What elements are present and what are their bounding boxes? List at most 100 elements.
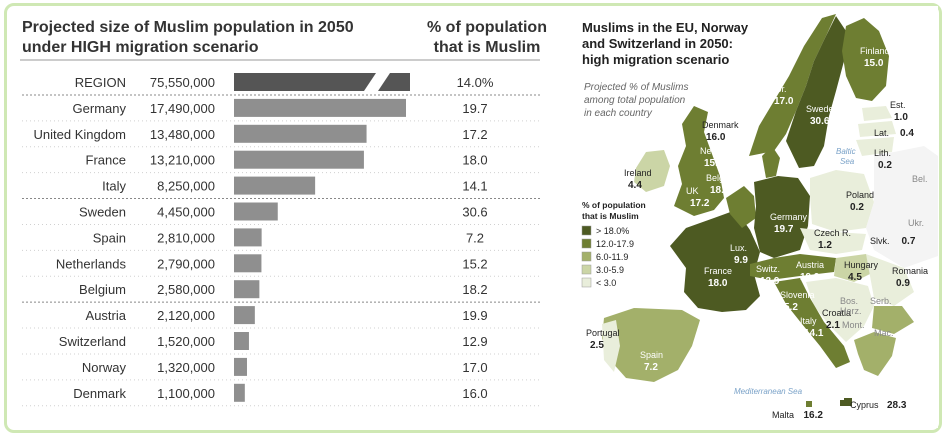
bar bbox=[234, 383, 245, 402]
legend-label: 3.0-5.9 bbox=[596, 265, 624, 275]
germany-shape bbox=[754, 176, 810, 258]
country-name-label: Cyprus bbox=[850, 400, 879, 410]
bar bbox=[234, 332, 249, 350]
legend-label: > 18.0% bbox=[596, 226, 629, 236]
percent-label: 19.9 bbox=[462, 308, 487, 323]
value-label: 2,810,000 bbox=[157, 230, 215, 245]
percent-label: 17.2 bbox=[462, 127, 487, 142]
value-label: 75,550,000 bbox=[150, 75, 215, 90]
country-value-label: 18.0 bbox=[708, 278, 728, 289]
country-value-label: 15.2 bbox=[704, 158, 724, 169]
country-name-label: Croatia bbox=[822, 308, 851, 318]
legend-swatch bbox=[581, 225, 592, 236]
country-value-label: 14.1 bbox=[804, 328, 824, 339]
country-value-label: 28.3 bbox=[887, 400, 907, 411]
country-name-label: Nor. bbox=[770, 84, 787, 94]
category-label: Sweden bbox=[79, 205, 126, 220]
map-subtitle-line2: among total population bbox=[584, 95, 686, 106]
country-name-label: Denmark bbox=[702, 120, 739, 130]
country-name-label: Lux. bbox=[730, 243, 747, 253]
percent-header: % of population that is Muslim bbox=[412, 18, 562, 58]
country-name-label: France bbox=[704, 266, 732, 276]
value-label: 13,480,000 bbox=[150, 127, 215, 142]
label-mont: Mont. bbox=[842, 320, 865, 330]
legend-label: 12.0-17.9 bbox=[596, 239, 634, 249]
country-value-label: 12.9 bbox=[760, 276, 780, 287]
france-shape bbox=[670, 210, 760, 312]
country-name-label: Portugal bbox=[586, 328, 620, 338]
category-label: Switzerland bbox=[59, 334, 126, 349]
legend-swatch bbox=[581, 264, 592, 275]
belarus-ukraine-shape bbox=[866, 146, 938, 268]
value-label: 2,580,000 bbox=[157, 282, 215, 297]
label-bos-line2: Herz. bbox=[840, 306, 862, 316]
percent-label: 15.2 bbox=[462, 256, 487, 271]
percent-label: 7.2 bbox=[466, 230, 484, 245]
percent-label: 18.0 bbox=[462, 153, 487, 168]
country-name-label: Greece bbox=[900, 354, 930, 364]
country-value-label: 9.7 bbox=[904, 366, 918, 377]
map-subtitle-line1: Projected % of Muslims bbox=[584, 82, 688, 93]
percent-header-line1: % of population bbox=[427, 19, 547, 36]
bar bbox=[234, 150, 364, 169]
baltic-sea-label-line1: Baltic bbox=[836, 147, 856, 156]
country-value-label: 0.2 bbox=[878, 160, 892, 171]
country-name-label: Ireland bbox=[624, 168, 652, 178]
czech-slovakia-shape bbox=[800, 228, 866, 254]
category-label: Italy bbox=[102, 179, 126, 194]
label-bos-line1: Bos. bbox=[840, 296, 858, 306]
category-label: France bbox=[86, 153, 126, 168]
country-value-label: 0.9 bbox=[896, 278, 910, 289]
bar bbox=[234, 228, 262, 247]
uk-shape bbox=[674, 106, 724, 216]
country-name-label: Lat. bbox=[874, 128, 889, 138]
country-value-label: 4.5 bbox=[848, 272, 862, 283]
category-label: Spain bbox=[93, 230, 126, 245]
ireland-shape bbox=[634, 150, 670, 192]
map-title-line2: and Switzerland in 2050: bbox=[582, 36, 733, 51]
country-value-label: 2.5 bbox=[590, 340, 604, 351]
bar-region-part1 bbox=[234, 73, 376, 91]
country-value-label: 19.7 bbox=[774, 224, 794, 235]
country-value-label: 16.0 bbox=[706, 132, 726, 143]
balkans-shape bbox=[806, 278, 874, 342]
country-name-label: Spain bbox=[640, 350, 663, 360]
category-label: United Kingdom bbox=[34, 127, 127, 142]
label-bel: Bel. bbox=[912, 174, 928, 184]
country-value-label: 30.6 bbox=[810, 116, 830, 127]
country-value-label: 17.2 bbox=[690, 198, 710, 209]
bar bbox=[234, 254, 262, 273]
country-name-label: Hungary bbox=[844, 260, 879, 270]
lithuania-shape bbox=[856, 137, 894, 156]
greece-shape bbox=[854, 332, 896, 376]
bar bbox=[234, 280, 260, 299]
country-name-label: Austria bbox=[796, 260, 824, 270]
bar bbox=[234, 176, 316, 195]
bar bbox=[234, 357, 247, 376]
country-value-label: 11.6 bbox=[916, 316, 935, 327]
poland-shape bbox=[810, 170, 874, 232]
chart-title-line1: Projected size of Muslim population in 2… bbox=[22, 19, 354, 36]
value-label: 13,210,000 bbox=[150, 153, 215, 168]
country-value-label: 7.2 bbox=[644, 362, 658, 373]
country-name-label: Malta bbox=[772, 410, 794, 420]
value-label: 8,250,000 bbox=[157, 179, 215, 194]
country-name-label: Belgium bbox=[706, 173, 739, 183]
country-name-label: Slovenia bbox=[780, 290, 815, 300]
iberia-shape bbox=[602, 308, 700, 382]
country-name-label: Switz. bbox=[756, 264, 780, 274]
country-name-label: Czech R. bbox=[814, 228, 851, 238]
percent-label: 14.0% bbox=[457, 75, 494, 90]
legend-label: 6.0-11.9 bbox=[596, 252, 628, 262]
romania-shape bbox=[866, 254, 914, 306]
country-value-label: 0.7 bbox=[902, 236, 916, 247]
category-label: Netherlands bbox=[56, 256, 127, 271]
bar bbox=[234, 202, 278, 221]
country-value-label: 1.2 bbox=[818, 240, 832, 251]
country-value-label: 2.1 bbox=[826, 320, 840, 331]
country-value-label: 18.2 bbox=[710, 185, 730, 196]
bulgaria-shape bbox=[872, 306, 914, 334]
mediterranean-sea-label: Mediterranean Sea bbox=[734, 387, 803, 396]
country-value-label: 5.2 bbox=[784, 302, 798, 313]
